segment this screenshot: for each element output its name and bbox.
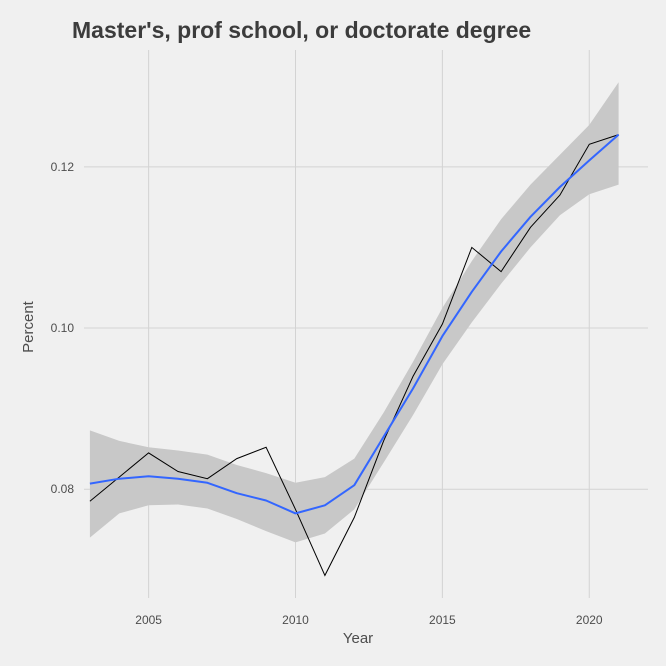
y-tick-label: 0.08	[51, 482, 75, 496]
x-tick-label: 2015	[429, 613, 456, 627]
x-tick-label: 2020	[576, 613, 603, 627]
grid	[84, 50, 648, 598]
y-tick-label: 0.10	[51, 321, 75, 335]
x-axis-label: Year	[343, 630, 373, 647]
y-tick-label: 0.12	[51, 160, 75, 174]
y-axis-label: Percent	[20, 300, 37, 353]
series-lines	[89, 133, 620, 577]
confidence-band-area	[89, 82, 619, 543]
observed-line	[89, 134, 619, 577]
x-tick-label: 2005	[135, 613, 162, 627]
x-tick-label: 2010	[282, 613, 309, 627]
confidence-band	[89, 82, 619, 543]
smoothed-trend-line	[89, 133, 620, 515]
chart-title: Master's, prof school, or doctorate degr…	[72, 17, 531, 43]
tick-labels: 2005 2010 2015 2020 0.08 0.10 0.12	[51, 160, 603, 627]
